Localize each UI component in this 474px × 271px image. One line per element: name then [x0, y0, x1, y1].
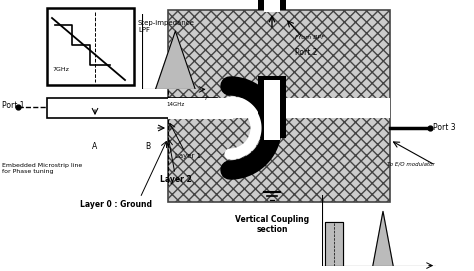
Text: Vertical Coupling
section: Vertical Coupling section [235, 215, 309, 234]
Text: Port 1: Port 1 [2, 101, 25, 109]
Text: Step-impedance
LPF: Step-impedance LPF [138, 20, 195, 33]
Text: B: B [146, 142, 151, 151]
Bar [264, 0, 280, 12]
Bar [168, 10, 390, 202]
Text: Embedded Microstrip line
for Phase tuning: Embedded Microstrip line for Phase tunin… [2, 163, 82, 174]
Text: From BPF: From BPF [295, 35, 325, 40]
Bar [168, 101, 233, 119]
Bar [47, 98, 217, 118]
Text: Port 3: Port 3 [433, 124, 456, 133]
Text: f: f [204, 96, 206, 101]
Polygon shape [373, 211, 393, 266]
Bar [264, 80, 280, 140]
Text: 14GHz: 14GHz [166, 102, 184, 107]
Text: Layer 1: Layer 1 [175, 153, 201, 159]
Bar [47, 8, 134, 85]
Bar [258, 76, 286, 138]
Text: 7GHz: 7GHz [52, 67, 69, 72]
Text: A: A [92, 142, 98, 151]
Polygon shape [325, 222, 343, 266]
Text: Layer 0 : Ground: Layer 0 : Ground [80, 200, 152, 209]
Text: Layer 2: Layer 2 [160, 175, 192, 184]
Bar [168, 98, 390, 118]
Polygon shape [155, 31, 195, 89]
Text: Port 2: Port 2 [295, 48, 318, 57]
Bar [258, 0, 286, 10]
Text: To E/O modulator: To E/O modulator [387, 162, 435, 167]
